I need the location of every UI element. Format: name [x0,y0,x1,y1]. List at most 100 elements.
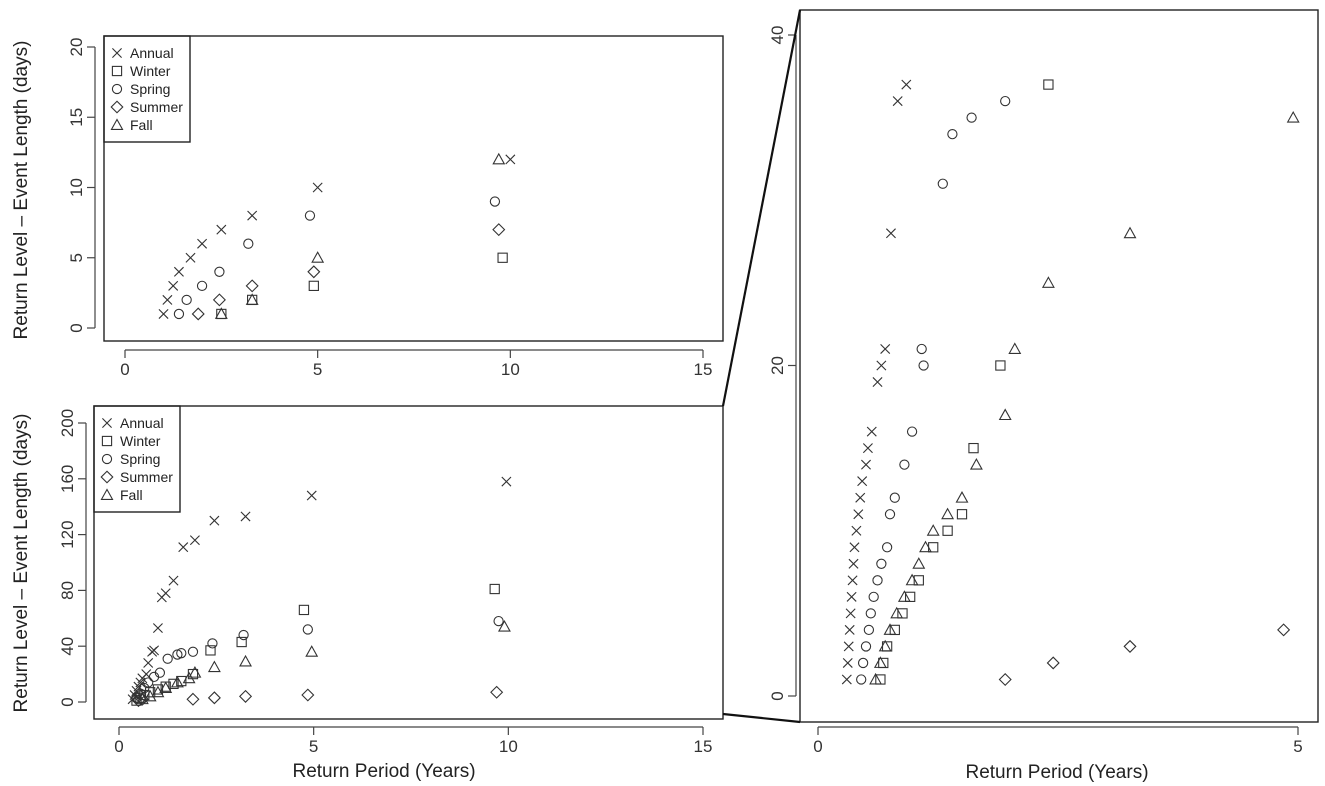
data-point-annual [872,377,883,388]
data-point-spring [947,128,958,140]
legend-marker-summer [110,100,124,114]
data-point-spring [187,646,199,657]
legend-label-winter: Winter [130,63,171,79]
data-point-annual [845,608,856,619]
data-point-annual [885,228,896,239]
data-point-annual [189,535,200,546]
data-point-annual [162,294,173,305]
data-point-summer [307,265,321,279]
panel-bottom-left: 0 5 10 15 0 40 80 120 160 200 Annual Winter Spring S… [11,405,724,782]
data-point-spring [181,294,192,306]
data-point-spring [906,426,918,437]
points [127,476,512,708]
data-point-summer [191,307,205,321]
x-tick-label: 15 [694,737,713,756]
data-point-spring [489,196,501,207]
data-point-winter [995,360,1006,371]
data-point-annual [168,280,179,291]
data-point-spring [876,558,887,569]
data-point-fall [170,675,184,688]
data-point-fall [135,692,149,705]
legend-label-fall: Fall [120,487,143,503]
legend-box [93,405,181,513]
legend-marker-annual [112,48,122,58]
legend-label-spring: Spring [130,81,170,97]
points [158,152,516,321]
data-point-winter [168,678,179,690]
data-point-annual [855,492,866,503]
data-point-annual [851,525,862,536]
data-point-annual [861,459,871,470]
data-point-winter [176,675,187,687]
data-point-annual [862,443,873,454]
data-point-spring [1000,95,1011,107]
data-point-fall [245,293,259,305]
data-point-fall [492,152,506,165]
data-point-spring [872,575,883,586]
y-tick-label: 40 [768,26,787,45]
plot-frame [799,9,1319,723]
data-point-annual [876,360,887,371]
data-point-annual [501,476,512,487]
legend-label-summer: Summer [120,469,173,485]
legend-marker-spring [111,83,123,95]
plot-frame [93,405,724,720]
panel-top-left: 0 5 10 15 0 5 10 15 20 Annual Winter Spring Summer F… [11,35,724,379]
data-point-fall [890,606,904,619]
data-point-fall [869,672,883,685]
data-point-summer [1046,656,1060,670]
data-point-spring [881,542,893,553]
data-point-summer [490,685,504,699]
data-point-summer [301,688,315,702]
data-point-annual [892,96,903,107]
data-point-annual [880,343,891,354]
data-point-fall [919,540,932,553]
data-point-summer [207,691,221,705]
y-tick-label: 20 [67,38,86,57]
data-point-fall [905,573,919,586]
data-point-annual [158,308,169,319]
data-point-annual [312,182,323,193]
y-tick-label: 0 [58,697,77,706]
data-point-spring [214,266,225,277]
data-point-annual [143,657,154,668]
data-point-annual [857,476,868,487]
points [841,79,1300,687]
data-point-spring [865,608,876,619]
legend-label-fall: Fall [130,117,153,133]
y-tick-label: 200 [58,409,77,437]
axes: 0 5 10 15 0 40 80 120 160 200 [58,409,712,756]
data-point-spring [139,682,150,694]
data-point-annual [240,511,251,522]
data-point-annual [849,542,860,553]
legend: Annual Winter Spring Summer Fall [93,405,181,513]
x-tick-label: 5 [309,737,318,756]
data-point-annual [168,575,179,586]
y-axis-label: Return Level – Event Length (days) [11,41,32,340]
data-point-fall [941,507,955,520]
data-point-summer [492,223,506,237]
legend-label-spring: Spring [120,451,160,467]
data-point-winter [308,280,319,291]
x-tick-label: 15 [694,360,713,379]
panel-zoom-right: 0 5 0 20 40 Return Period (Years) [768,9,1319,783]
y-axis-label: Return Level – Event Length (days) [11,414,32,713]
data-point-annual [149,645,160,656]
data-point-spring [162,653,173,664]
data-point-winter [152,684,164,695]
data-point-spring [918,360,929,371]
y-tick-label: 40 [58,637,77,656]
data-point-fall [969,457,983,470]
data-point-spring [238,629,249,641]
x-tick-label: 0 [120,360,129,379]
x-tick-label: 0 [114,737,123,756]
data-point-spring [857,657,869,669]
x-tick-label: 10 [499,737,518,756]
data-point-fall [188,666,202,678]
data-point-annual [247,210,258,221]
data-point-summer [1277,623,1291,637]
legend-box [103,35,191,143]
data-point-annual [160,588,171,599]
data-point-spring [302,624,313,635]
